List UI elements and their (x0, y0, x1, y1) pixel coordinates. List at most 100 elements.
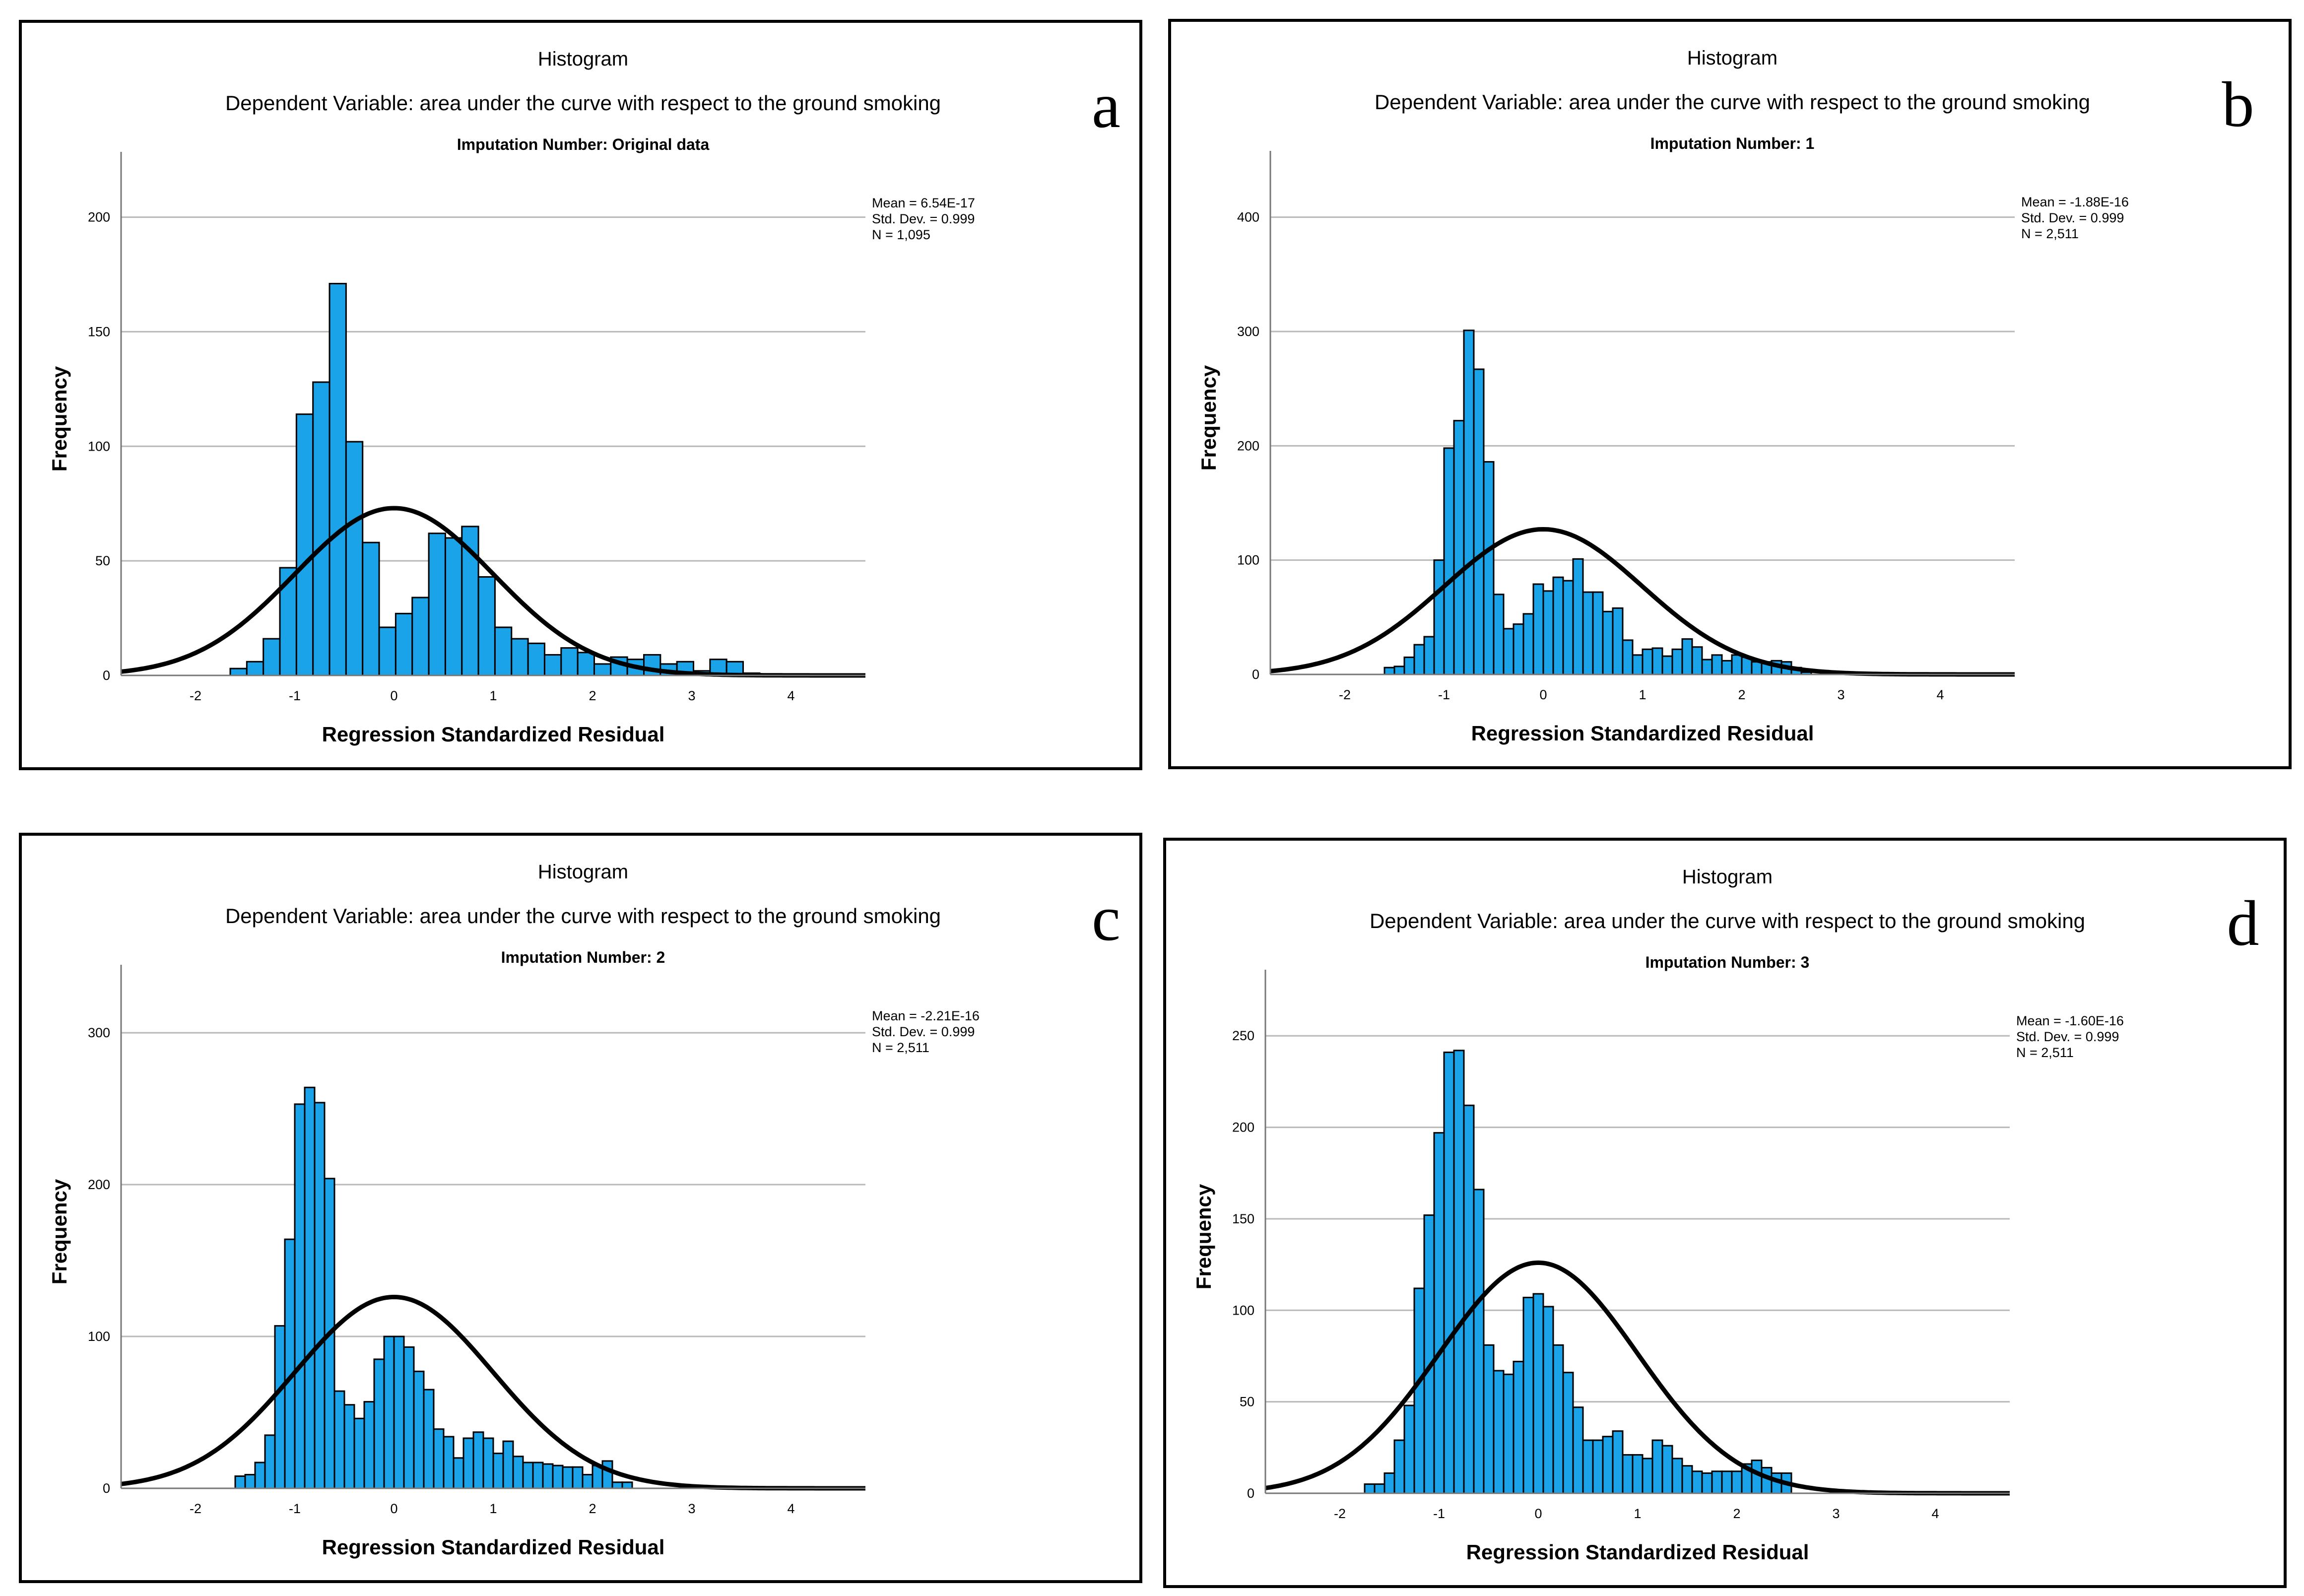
y-tick-label: 200 (88, 1177, 110, 1192)
x-tick-label: 0 (390, 1501, 397, 1516)
histogram-bar (1483, 1344, 1495, 1494)
y-tick-label: 100 (1237, 553, 1259, 568)
histogram-bar (314, 1102, 326, 1489)
histogram-bar (1483, 461, 1495, 675)
stat-std: Std. Dev. = 0.999 (872, 211, 975, 226)
histogram-bar (1612, 607, 1624, 675)
histogram-bar (502, 1440, 514, 1489)
stat-mean: Mean = -1.88E-16 (2021, 195, 2129, 209)
histogram-bar (1503, 1373, 1514, 1494)
histogram-bar (1592, 591, 1604, 675)
stat-mean: Mean = -1.60E-16 (2016, 1013, 2124, 1028)
histogram-bar (1522, 613, 1534, 675)
histogram-bar (522, 1462, 534, 1489)
x-tick-label: 1 (1634, 1506, 1641, 1521)
histogram-bar (1433, 559, 1445, 675)
x-tick-label: -1 (289, 1501, 301, 1516)
x-tick-label: 1 (1639, 687, 1646, 702)
chart-subtitle: Dependent Variable: area under the curve… (1370, 909, 2085, 932)
y-tick-label: 300 (88, 1025, 110, 1040)
histogram-bar (1602, 610, 1614, 675)
histogram-bar (1433, 1132, 1445, 1494)
chart-title: Histogram (538, 861, 628, 883)
histogram-bar (477, 576, 496, 676)
y-axis-label: Frequency (1192, 1184, 1215, 1289)
histogram-bar (1721, 1470, 1733, 1494)
histogram-bar (1681, 1465, 1693, 1494)
histogram-bar (403, 1346, 415, 1489)
x-tick-label: 3 (1832, 1506, 1840, 1521)
histogram-bar (333, 1390, 345, 1489)
y-tick-label: 200 (1237, 438, 1259, 453)
histogram-bar (577, 652, 595, 676)
histogram-bar (1542, 590, 1554, 675)
histogram-bar (1453, 420, 1465, 675)
x-tick-label: 3 (1837, 687, 1844, 702)
x-tick-label: -1 (289, 688, 301, 703)
histogram-panel-b: Histogram Dependent Variable: area under… (1168, 19, 2292, 769)
histogram-bar (1711, 654, 1723, 675)
histogram-bar (413, 1370, 425, 1489)
stat-n: N = 1,095 (872, 227, 930, 242)
histogram-bar (621, 1481, 633, 1489)
x-tick-label: 2 (589, 1501, 596, 1516)
histogram-bar (1383, 666, 1395, 675)
histogram-bar (244, 1473, 256, 1489)
histogram-bar (1612, 1430, 1624, 1494)
histogram-bar (1731, 1470, 1743, 1494)
histogram-bar (562, 1466, 574, 1489)
histogram-bar (229, 667, 248, 676)
panel-letter: c (1092, 883, 1120, 954)
histogram-bar (1532, 1293, 1544, 1494)
x-tick-label: 2 (1733, 1506, 1740, 1521)
histogram-bar (453, 1457, 464, 1489)
histogram-bar (1513, 1361, 1524, 1494)
histogram-bar (274, 1325, 286, 1489)
histogram-bar (472, 1431, 484, 1489)
histogram-chart-c: Histogram Dependent Variable: area under… (48, 861, 1120, 1559)
x-tick-label: 4 (1936, 687, 1944, 702)
histogram-bar (527, 642, 545, 676)
histogram-bar (1572, 558, 1584, 675)
x-tick-label: -1 (1438, 687, 1450, 702)
histogram-bar (1503, 628, 1514, 675)
y-tick-label: 0 (103, 668, 110, 683)
histogram-bar (560, 647, 579, 676)
histogram-bar (1592, 1439, 1604, 1494)
y-tick-label: 0 (1252, 667, 1259, 682)
histogram-bar (363, 1401, 375, 1489)
histogram-bar (552, 1464, 564, 1489)
histogram-bar (1443, 447, 1455, 675)
histogram-bar (1532, 583, 1544, 675)
x-tick-label: -1 (1433, 1506, 1445, 1521)
panel-letter: b (2222, 69, 2254, 140)
histogram-bar (511, 638, 529, 676)
histogram-bar (284, 1238, 296, 1489)
histogram-bar (1552, 1344, 1564, 1494)
histogram-bar (343, 1404, 355, 1489)
histogram-bar (462, 1437, 474, 1489)
histogram-bar (1681, 638, 1693, 675)
histogram-bar (494, 626, 513, 676)
histogram-bar (329, 282, 347, 676)
histogram-bar (1562, 580, 1574, 675)
histogram-bar (1701, 659, 1713, 675)
x-axis-label: Regression Standardized Residual (322, 723, 665, 746)
y-tick-label: 0 (1247, 1486, 1254, 1501)
panel-letter: d (2227, 888, 2259, 959)
stat-std: Std. Dev. = 0.999 (872, 1024, 975, 1039)
x-tick-label: 4 (787, 1501, 794, 1516)
x-tick-label: 0 (1534, 1506, 1542, 1521)
histogram-bar (1493, 1370, 1505, 1494)
histogram-bar (428, 532, 446, 676)
histogram-bar (433, 1428, 445, 1489)
x-tick-label: 3 (688, 688, 695, 703)
histogram-bar (1711, 1470, 1723, 1494)
x-tick-label: -2 (190, 688, 201, 703)
x-tick-label: 0 (390, 688, 397, 703)
histogram-bar (304, 1086, 316, 1489)
histogram-bar (601, 1460, 613, 1489)
x-tick-label: 4 (787, 688, 794, 703)
stat-std: Std. Dev. = 0.999 (2016, 1029, 2119, 1044)
y-tick-label: 50 (1240, 1395, 1254, 1409)
